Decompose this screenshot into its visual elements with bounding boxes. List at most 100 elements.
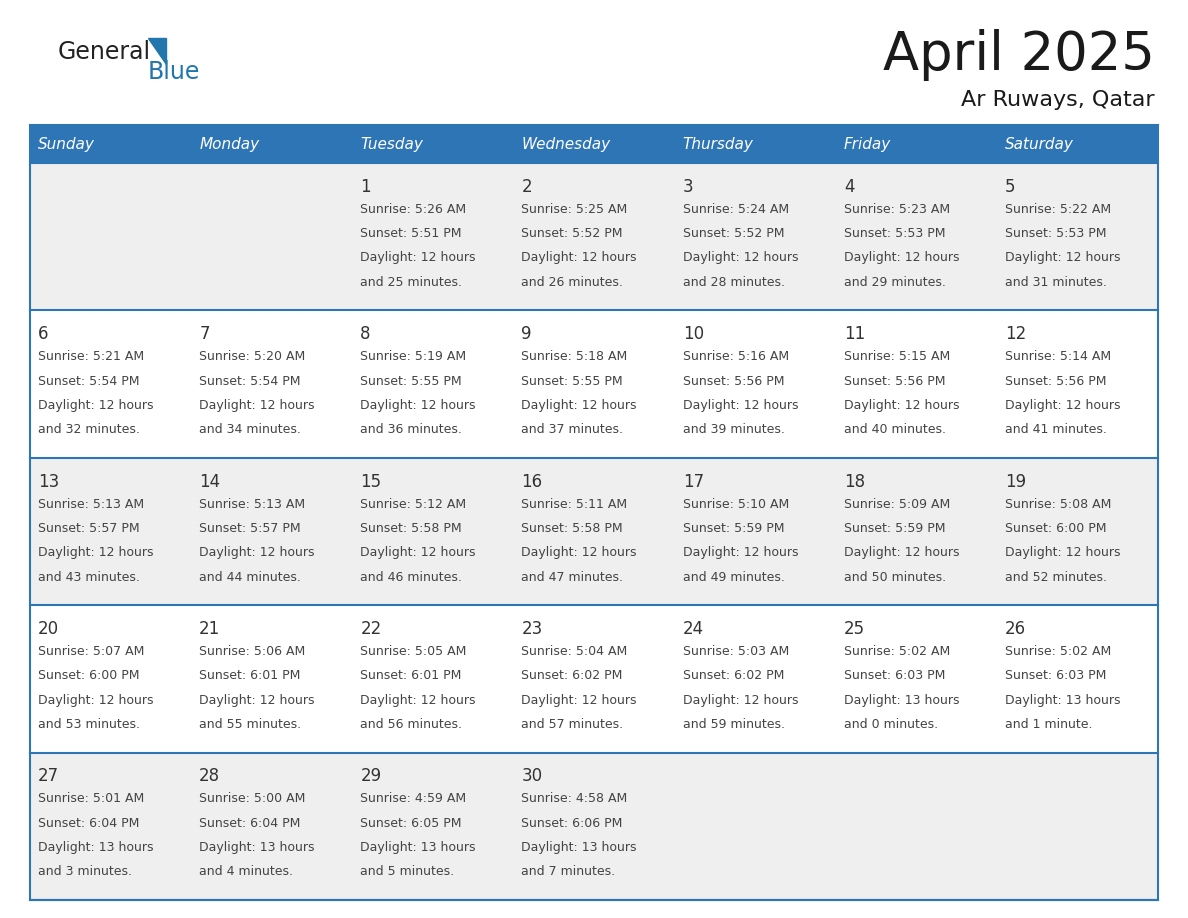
Text: Friday: Friday bbox=[843, 137, 891, 151]
Text: and 31 minutes.: and 31 minutes. bbox=[1005, 275, 1107, 289]
Text: and 56 minutes.: and 56 minutes. bbox=[360, 718, 462, 731]
Text: Sunset: 5:59 PM: Sunset: 5:59 PM bbox=[683, 522, 784, 535]
Text: Daylight: 12 hours: Daylight: 12 hours bbox=[360, 546, 476, 559]
Text: Sunset: 5:58 PM: Sunset: 5:58 PM bbox=[360, 522, 462, 535]
Text: 22: 22 bbox=[360, 620, 381, 638]
Text: Sunset: 5:57 PM: Sunset: 5:57 PM bbox=[200, 522, 301, 535]
Text: and 53 minutes.: and 53 minutes. bbox=[38, 718, 140, 731]
Text: 30: 30 bbox=[522, 767, 543, 785]
Text: Sunrise: 5:23 AM: Sunrise: 5:23 AM bbox=[843, 203, 950, 216]
Text: and 40 minutes.: and 40 minutes. bbox=[843, 423, 946, 436]
Text: and 37 minutes.: and 37 minutes. bbox=[522, 423, 624, 436]
Text: Sunrise: 5:21 AM: Sunrise: 5:21 AM bbox=[38, 350, 144, 364]
Text: Daylight: 12 hours: Daylight: 12 hours bbox=[683, 252, 798, 264]
Text: Sunset: 5:59 PM: Sunset: 5:59 PM bbox=[843, 522, 946, 535]
Text: Sunset: 5:58 PM: Sunset: 5:58 PM bbox=[522, 522, 624, 535]
Text: and 4 minutes.: and 4 minutes. bbox=[200, 866, 293, 879]
Text: Daylight: 12 hours: Daylight: 12 hours bbox=[1005, 252, 1120, 264]
Text: Sunset: 6:05 PM: Sunset: 6:05 PM bbox=[360, 817, 462, 830]
Text: 21: 21 bbox=[200, 620, 221, 638]
Text: 1: 1 bbox=[360, 178, 371, 196]
Text: Daylight: 12 hours: Daylight: 12 hours bbox=[522, 546, 637, 559]
Text: General: General bbox=[58, 40, 151, 64]
Bar bbox=[997, 753, 1158, 900]
Text: Daylight: 12 hours: Daylight: 12 hours bbox=[1005, 398, 1120, 412]
Text: Sunrise: 5:15 AM: Sunrise: 5:15 AM bbox=[843, 350, 950, 364]
Text: 17: 17 bbox=[683, 473, 703, 490]
Polygon shape bbox=[148, 38, 166, 64]
Text: Sunrise: 5:13 AM: Sunrise: 5:13 AM bbox=[38, 498, 144, 510]
Text: Sunrise: 5:02 AM: Sunrise: 5:02 AM bbox=[843, 645, 950, 658]
Text: Ar Ruways, Qatar: Ar Ruways, Qatar bbox=[961, 90, 1155, 110]
Text: Sunset: 6:00 PM: Sunset: 6:00 PM bbox=[38, 669, 139, 682]
Text: 20: 20 bbox=[38, 620, 59, 638]
Text: Thursday: Thursday bbox=[683, 137, 753, 151]
Text: 4: 4 bbox=[843, 178, 854, 196]
Text: Sunrise: 5:01 AM: Sunrise: 5:01 AM bbox=[38, 792, 144, 805]
Text: and 32 minutes.: and 32 minutes. bbox=[38, 423, 140, 436]
Text: Daylight: 12 hours: Daylight: 12 hours bbox=[683, 398, 798, 412]
Bar bbox=[191, 458, 353, 605]
Text: 26: 26 bbox=[1005, 620, 1026, 638]
Text: 29: 29 bbox=[360, 767, 381, 785]
Text: 27: 27 bbox=[38, 767, 59, 785]
Bar bbox=[30, 125, 191, 163]
Text: Sunrise: 5:12 AM: Sunrise: 5:12 AM bbox=[360, 498, 467, 510]
Text: Daylight: 12 hours: Daylight: 12 hours bbox=[360, 694, 476, 707]
Text: Sunset: 6:04 PM: Sunset: 6:04 PM bbox=[38, 817, 139, 830]
Bar bbox=[675, 753, 835, 900]
Bar bbox=[675, 163, 835, 310]
Text: Daylight: 12 hours: Daylight: 12 hours bbox=[200, 694, 315, 707]
Text: and 55 minutes.: and 55 minutes. bbox=[200, 718, 302, 731]
Bar bbox=[353, 125, 513, 163]
Text: Daylight: 12 hours: Daylight: 12 hours bbox=[683, 694, 798, 707]
Text: Sunset: 5:54 PM: Sunset: 5:54 PM bbox=[200, 375, 301, 387]
Text: 5: 5 bbox=[1005, 178, 1016, 196]
Text: Daylight: 12 hours: Daylight: 12 hours bbox=[360, 398, 476, 412]
Bar bbox=[30, 310, 191, 458]
Text: Daylight: 12 hours: Daylight: 12 hours bbox=[683, 546, 798, 559]
Bar bbox=[835, 753, 997, 900]
Text: 11: 11 bbox=[843, 325, 865, 343]
Text: and 46 minutes.: and 46 minutes. bbox=[360, 571, 462, 584]
Text: 12: 12 bbox=[1005, 325, 1026, 343]
Text: Sunrise: 5:03 AM: Sunrise: 5:03 AM bbox=[683, 645, 789, 658]
Bar bbox=[30, 605, 191, 753]
Text: Sunset: 5:55 PM: Sunset: 5:55 PM bbox=[360, 375, 462, 387]
Bar bbox=[513, 753, 675, 900]
Text: Sunset: 5:54 PM: Sunset: 5:54 PM bbox=[38, 375, 139, 387]
Text: Sunrise: 5:19 AM: Sunrise: 5:19 AM bbox=[360, 350, 467, 364]
Text: Monday: Monday bbox=[200, 137, 259, 151]
Text: Daylight: 13 hours: Daylight: 13 hours bbox=[38, 841, 153, 854]
Bar bbox=[191, 125, 353, 163]
Text: and 43 minutes.: and 43 minutes. bbox=[38, 571, 140, 584]
Bar bbox=[353, 458, 513, 605]
Text: Sunrise: 5:24 AM: Sunrise: 5:24 AM bbox=[683, 203, 789, 216]
Text: and 34 minutes.: and 34 minutes. bbox=[200, 423, 301, 436]
Text: Sunrise: 5:13 AM: Sunrise: 5:13 AM bbox=[200, 498, 305, 510]
Text: and 3 minutes.: and 3 minutes. bbox=[38, 866, 132, 879]
Text: Sunset: 5:55 PM: Sunset: 5:55 PM bbox=[522, 375, 624, 387]
Text: Sunrise: 5:22 AM: Sunrise: 5:22 AM bbox=[1005, 203, 1111, 216]
Text: Daylight: 12 hours: Daylight: 12 hours bbox=[522, 694, 637, 707]
Bar bbox=[997, 163, 1158, 310]
Text: Daylight: 12 hours: Daylight: 12 hours bbox=[200, 398, 315, 412]
Text: Sunrise: 5:10 AM: Sunrise: 5:10 AM bbox=[683, 498, 789, 510]
Text: Daylight: 13 hours: Daylight: 13 hours bbox=[843, 694, 959, 707]
Text: 19: 19 bbox=[1005, 473, 1026, 490]
Bar bbox=[513, 125, 675, 163]
Bar bbox=[353, 310, 513, 458]
Bar bbox=[997, 605, 1158, 753]
Text: 3: 3 bbox=[683, 178, 694, 196]
Text: and 57 minutes.: and 57 minutes. bbox=[522, 718, 624, 731]
Text: 16: 16 bbox=[522, 473, 543, 490]
Text: Saturday: Saturday bbox=[1005, 137, 1074, 151]
Text: and 47 minutes.: and 47 minutes. bbox=[522, 571, 624, 584]
Text: Daylight: 12 hours: Daylight: 12 hours bbox=[522, 398, 637, 412]
Bar bbox=[835, 163, 997, 310]
Text: 14: 14 bbox=[200, 473, 220, 490]
Text: Daylight: 12 hours: Daylight: 12 hours bbox=[360, 252, 476, 264]
Text: Sunrise: 5:04 AM: Sunrise: 5:04 AM bbox=[522, 645, 627, 658]
Text: and 7 minutes.: and 7 minutes. bbox=[522, 866, 615, 879]
Text: Sunrise: 5:02 AM: Sunrise: 5:02 AM bbox=[1005, 645, 1111, 658]
